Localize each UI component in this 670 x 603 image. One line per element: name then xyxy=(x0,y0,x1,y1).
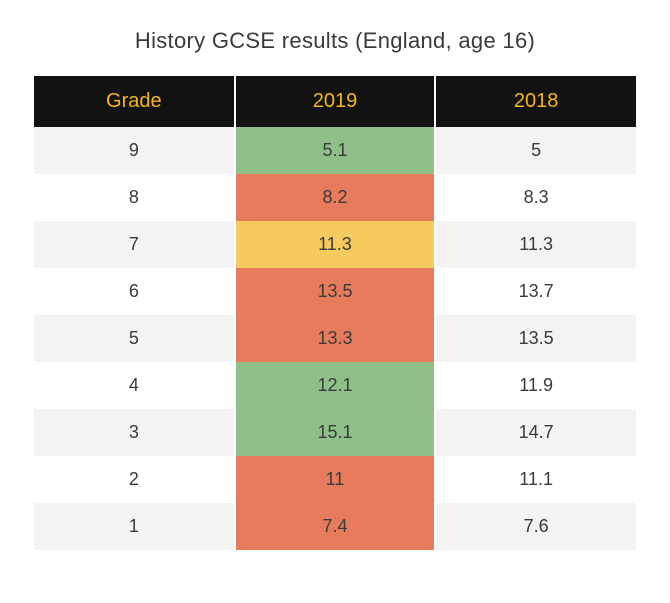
table-row: 6 13.5 13.7 xyxy=(34,268,636,315)
cell-2018: 7.6 xyxy=(435,503,636,550)
cell-2018: 13.7 xyxy=(435,268,636,315)
col-header-2018: 2018 xyxy=(435,76,636,127)
cell-2018: 13.5 xyxy=(435,315,636,362)
table-row: 4 12.1 11.9 xyxy=(34,362,636,409)
cell-2019: 11.3 xyxy=(235,221,436,268)
cell-2019: 5.1 xyxy=(235,127,436,174)
cell-2018: 14.7 xyxy=(435,409,636,456)
table-row: 7 11.3 11.3 xyxy=(34,221,636,268)
cell-2019: 15.1 xyxy=(235,409,436,456)
cell-grade: 1 xyxy=(34,503,235,550)
cell-grade: 4 xyxy=(34,362,235,409)
table-row: 8 8.2 8.3 xyxy=(34,174,636,221)
cell-2018: 11.3 xyxy=(435,221,636,268)
cell-grade: 6 xyxy=(34,268,235,315)
cell-2018: 11.1 xyxy=(435,456,636,503)
cell-2019: 13.3 xyxy=(235,315,436,362)
cell-2018: 11.9 xyxy=(435,362,636,409)
cell-grade: 8 xyxy=(34,174,235,221)
cell-2019: 13.5 xyxy=(235,268,436,315)
table-row: 2 11 11.1 xyxy=(34,456,636,503)
cell-grade: 9 xyxy=(34,127,235,174)
cell-2019: 11 xyxy=(235,456,436,503)
results-table: Grade 2019 2018 9 5.1 5 8 8.2 8.3 7 11.3… xyxy=(34,76,636,550)
cell-grade: 2 xyxy=(34,456,235,503)
table-body: 9 5.1 5 8 8.2 8.3 7 11.3 11.3 6 13.5 13.… xyxy=(34,127,636,550)
table-title: History GCSE results (England, age 16) xyxy=(34,28,636,54)
table-row: 1 7.4 7.6 xyxy=(34,503,636,550)
cell-2019: 7.4 xyxy=(235,503,436,550)
cell-2019: 12.1 xyxy=(235,362,436,409)
cell-2019: 8.2 xyxy=(235,174,436,221)
table-row: 9 5.1 5 xyxy=(34,127,636,174)
table-row: 3 15.1 14.7 xyxy=(34,409,636,456)
table-header-row: Grade 2019 2018 xyxy=(34,76,636,127)
cell-2018: 5 xyxy=(435,127,636,174)
cell-grade: 7 xyxy=(34,221,235,268)
cell-grade: 3 xyxy=(34,409,235,456)
cell-grade: 5 xyxy=(34,315,235,362)
table-row: 5 13.3 13.5 xyxy=(34,315,636,362)
col-header-2019: 2019 xyxy=(235,76,436,127)
cell-2018: 8.3 xyxy=(435,174,636,221)
col-header-grade: Grade xyxy=(34,76,235,127)
